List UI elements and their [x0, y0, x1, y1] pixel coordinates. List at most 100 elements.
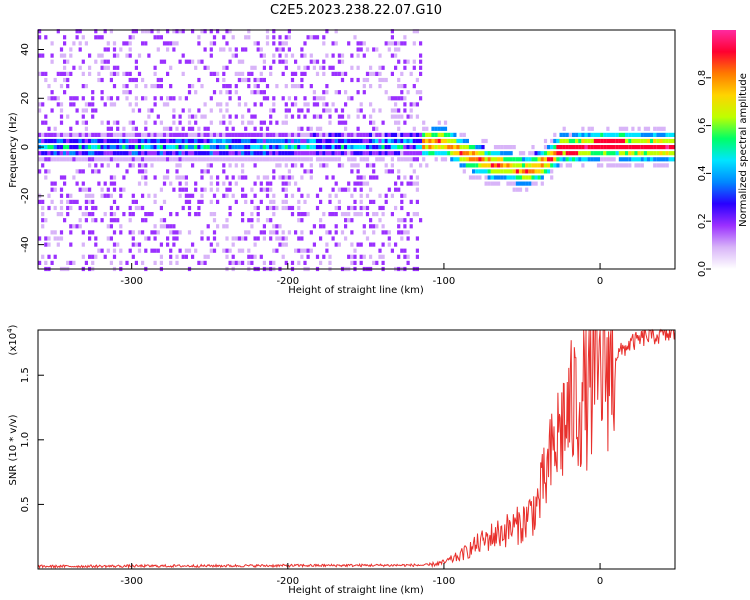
spectrogram-cell [206, 254, 210, 259]
spectrogram-cell [253, 84, 257, 89]
spectrogram-cell [428, 138, 432, 144]
spectrogram-cell [265, 126, 270, 131]
spectrogram-cell [88, 163, 92, 168]
snr-y-label: SNR (10 * v/v) [8, 414, 19, 485]
spectrogram-cell [443, 151, 448, 156]
spectrogram-cell [175, 126, 179, 131]
spectrogram-cell [665, 151, 669, 156]
spectrogram-cell [322, 35, 326, 40]
spectrogram-cell [500, 145, 504, 150]
spectrogram-cell [394, 205, 398, 211]
spectrogram-cell [568, 145, 572, 150]
spectrogram-cell [565, 163, 569, 168]
spectrogram-cell [378, 71, 382, 76]
spectrogram-cell [331, 53, 335, 58]
spectrogram-cell [637, 132, 641, 137]
spectrogram-cell [403, 84, 407, 89]
spectrogram-cell [509, 181, 513, 186]
spectrogram-cell [490, 157, 494, 162]
spectrogram-cell [337, 138, 341, 144]
spectrogram-cell [256, 132, 260, 137]
spectrogram-cell [241, 71, 245, 76]
spectrogram-cell [312, 151, 316, 156]
spectrogram-cell [178, 181, 182, 186]
spectrogram-cell [109, 181, 113, 186]
spectrogram-cell [66, 151, 70, 156]
spectrogram-cell [284, 35, 288, 40]
spectrogram-cell [331, 236, 335, 241]
spectrogram-cell [134, 205, 138, 211]
spectrogram-cell [300, 157, 304, 162]
spectrogram-cell [490, 181, 494, 186]
spectrogram-cell [381, 224, 385, 229]
spectrogram-cell [44, 169, 48, 174]
spectrogram-cell [359, 47, 363, 52]
spectrogram-cell [593, 151, 597, 156]
spectrogram-cell [587, 157, 591, 162]
spectrogram-cell [184, 181, 188, 186]
spectrogram-cell [203, 187, 207, 192]
spectrogram-cell [259, 71, 263, 76]
spectrogram-cell [275, 157, 279, 162]
spectrogram-cell [150, 145, 154, 150]
spectrogram-cell [216, 29, 220, 34]
spectrogram-cell [244, 47, 248, 52]
spectrogram-cell [631, 151, 635, 156]
spectrogram-cell [303, 145, 307, 150]
spectrogram-cell [468, 175, 473, 180]
spectrogram-cell [88, 138, 92, 144]
spectrogram-cell [112, 212, 117, 217]
spectrogram-cell [362, 205, 366, 211]
spectrogram-cell [537, 175, 541, 180]
spectrogram-cell [103, 157, 107, 162]
spectrogram-cell [540, 163, 544, 168]
spectrogram-cell [44, 77, 48, 83]
spectrogram-cell [372, 71, 376, 76]
spectrogram-cell [287, 145, 291, 150]
spectrogram-cell [378, 138, 382, 144]
spectrogram-cell [334, 181, 338, 186]
spectrogram-cell [584, 145, 588, 150]
spectrogram-y-label: Frequency (Hz) [8, 112, 19, 188]
spectrogram-cell [334, 138, 338, 144]
spectrogram-cell [281, 157, 285, 162]
spectrogram-cell [618, 151, 622, 156]
spectrogram-cell [156, 145, 160, 150]
spectrogram-cell [47, 205, 51, 211]
spectrogram-cell [134, 77, 138, 83]
spectrogram-cell [175, 212, 179, 217]
spectrogram-cell [653, 126, 657, 131]
spectrogram-cell [53, 181, 57, 186]
spectrogram-cell [206, 236, 210, 241]
spectrogram-cell [109, 218, 113, 223]
spectrogram-cell [278, 236, 282, 241]
spectrogram-cell [453, 145, 457, 150]
spectrogram-cell [181, 53, 185, 58]
spectrogram-cell [543, 151, 548, 156]
spectrogram-cell [112, 47, 117, 52]
spectrogram-cell [475, 169, 479, 174]
spectrogram-cell [625, 157, 629, 162]
spectrogram-cell [50, 108, 54, 113]
spectrogram-cell [387, 151, 391, 156]
spectrogram-cell [372, 230, 376, 235]
spectrogram-cell [131, 138, 135, 144]
spectrogram-cell [353, 254, 357, 259]
spectrogram-cell [241, 138, 245, 144]
spectrogram-cell [600, 145, 604, 150]
spectrogram-cell [172, 145, 176, 150]
spectrogram-cell [556, 157, 560, 162]
spectrogram-cell [69, 224, 73, 229]
spectrogram-cell [278, 151, 282, 156]
spectrogram-cell [225, 224, 229, 229]
spectrogram-cell [116, 163, 120, 168]
spectrogram-cell [400, 96, 404, 101]
spectrogram-cell [159, 35, 163, 40]
spectrogram-cell [534, 175, 538, 180]
spectrogram-cell [194, 90, 198, 95]
spectrogram-cell [484, 169, 488, 174]
spectrogram-cell [253, 102, 257, 107]
spectrogram-cell [281, 145, 285, 150]
spectrogram-cell [44, 260, 48, 265]
spectrogram-cell [453, 132, 457, 137]
